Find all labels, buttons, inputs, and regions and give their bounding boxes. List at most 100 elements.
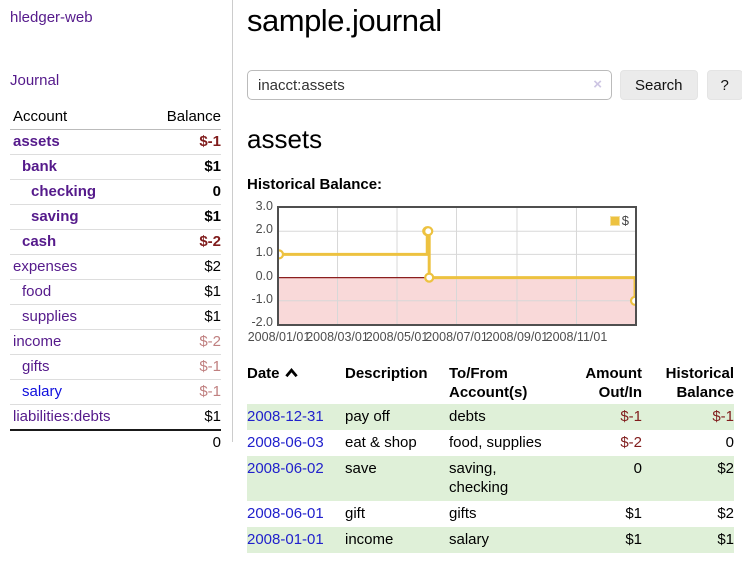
account-balance: $1 (147, 154, 221, 180)
x-axis-tick: 2008/11/01 (545, 330, 608, 344)
search-button[interactable]: Search (620, 70, 698, 100)
account-row: cash $-2 (10, 229, 221, 255)
register-row: 2008-01-01 income salary $1 $1 (247, 527, 734, 553)
transaction-amount: $1 (625, 531, 642, 548)
search-box: × (247, 70, 612, 100)
sidebar-account-liabilities-debts[interactable]: liabilities:debts (13, 408, 111, 425)
page-title: sample.journal (247, 3, 442, 38)
y-axis-tick: 2.0 (255, 222, 273, 237)
search-row: × Search ? (247, 70, 742, 100)
transaction-date-link[interactable]: 2008-06-01 (247, 505, 324, 522)
register-row: 2008-12-31 pay off debts $-1 $-1 (247, 404, 734, 430)
transaction-description: save (345, 460, 377, 477)
transaction-date-link[interactable]: 2008-12-31 (247, 408, 324, 425)
y-axis-tick: 0.0 (255, 268, 273, 283)
chart-label: Historical Balance: (247, 176, 383, 193)
transaction-description: income (345, 531, 394, 548)
transaction-accounts: saving, checking (449, 460, 509, 496)
sidebar-account-gifts[interactable]: gifts (22, 358, 50, 375)
register-col-description: Description (345, 365, 428, 382)
register-row: 2008-06-03 eat & shop food, supplies $-2 0 (247, 430, 734, 456)
x-axis-tick: 2008/03/01 (306, 330, 369, 344)
transaction-accounts: debts (449, 408, 486, 425)
clear-search-icon[interactable]: × (593, 76, 602, 93)
account-balance: 0 (147, 179, 221, 205)
y-axis-tick: -2.0 (251, 315, 273, 329)
account-balance: $-1 (147, 129, 221, 155)
accounts-col-balance: Balance (147, 106, 221, 130)
sidebar: hledger-web Journal Account Balance asse… (0, 0, 233, 455)
y-axis-tick: 3.0 (255, 199, 273, 213)
legend-swatch (609, 215, 620, 226)
account-balance: $1 (147, 279, 221, 305)
sidebar-account-cash[interactable]: cash (22, 233, 57, 250)
sort-asc-icon (284, 365, 298, 382)
x-axis-tick: 2008/01/01 (247, 330, 311, 344)
chart-plot-area: $ (277, 206, 637, 326)
account-row: liabilities:debts $1 (10, 404, 221, 430)
sidebar-account-income[interactable]: income (13, 333, 62, 350)
register-header-row: Date Description To/From Account(s) Amou… (247, 362, 734, 404)
account-row: bank $1 (10, 154, 221, 180)
x-axis-tick: 2008/09/01 (485, 330, 549, 344)
register-col-amount: Amount Out/In (585, 365, 642, 401)
historical-balance-chart: $ 3.0 2.0 1.0 0.0 -1.0 -2.0 2008/01/01 2008/03/… (247, 199, 741, 346)
transaction-amount: $-2 (620, 434, 642, 451)
register-col-date[interactable]: Date (247, 362, 345, 404)
accounts-col-account: Account (10, 106, 148, 130)
transaction-date-link[interactable]: 2008-01-01 (247, 531, 324, 548)
chart-legend: $ (608, 213, 630, 228)
account-row: assets $-1 (10, 129, 221, 155)
legend-label: $ (621, 213, 629, 228)
accounts-total-row: 0 (10, 429, 221, 455)
x-axis-tick: 2008/07/01 (425, 330, 488, 344)
register-table: Date Description To/From Account(s) Amou… (247, 362, 734, 553)
register-col-balance: Historical Balance (665, 365, 734, 401)
sidebar-account-food[interactable]: food (22, 283, 52, 300)
transaction-date-link[interactable]: 2008-06-03 (247, 434, 324, 451)
account-balance: $1 (147, 304, 221, 330)
transaction-balance: $2 (717, 505, 734, 522)
account-balance: $1 (147, 404, 221, 430)
transaction-description: gift (345, 505, 366, 522)
account-row: food $1 (10, 279, 221, 305)
account-row: saving $1 (10, 204, 221, 230)
sidebar-account-saving[interactable]: saving (31, 208, 79, 225)
register-col-accounts: To/From Account(s) (449, 365, 528, 401)
account-balance: $1 (147, 204, 221, 230)
transaction-amount: $-1 (620, 408, 642, 425)
sidebar-account-assets[interactable]: assets (13, 133, 60, 150)
y-axis-tick: 1.0 (255, 245, 273, 260)
sidebar-account-expenses[interactable]: expenses (13, 258, 78, 275)
app: hledger-web Journal Account Balance asse… (0, 0, 742, 553)
sidebar-account-checking[interactable]: checking (31, 183, 97, 200)
transaction-amount: $1 (625, 505, 642, 522)
help-button[interactable]: ? (706, 70, 742, 100)
transaction-date-link[interactable]: 2008-06-02 (247, 460, 324, 477)
transaction-balance: $1 (717, 531, 734, 548)
sidebar-item-journal[interactable]: Journal (10, 72, 60, 89)
account-row: supplies $1 (10, 304, 221, 330)
accounts-total-value: 0 (147, 429, 221, 455)
transaction-balance: $-1 (712, 408, 734, 425)
transaction-accounts: food, supplies (449, 434, 542, 451)
transaction-description: pay off (345, 408, 390, 425)
transaction-accounts: salary (449, 531, 490, 548)
account-row: income $-2 (10, 329, 221, 355)
search-input[interactable] (247, 70, 612, 100)
account-row: salary $-1 (10, 379, 221, 405)
account-table-body: assets $-1 bank $1 checking 0 saving $1 cash $-2 e… (10, 129, 221, 430)
register-row: 2008-06-01 gift gifts $1 $2 (247, 501, 734, 527)
sidebar-account-supplies[interactable]: supplies (22, 308, 78, 325)
account-row: expenses $2 (10, 254, 221, 280)
transaction-balance: $2 (717, 460, 734, 477)
chart-canvas (279, 208, 635, 324)
account-balance: $-2 (147, 329, 221, 355)
account-balance: $2 (147, 254, 221, 280)
brand-link[interactable]: hledger-web (10, 9, 93, 26)
y-axis-tick: -1.0 (251, 291, 273, 306)
sidebar-account-salary[interactable]: salary (22, 383, 63, 400)
sidebar-account-bank[interactable]: bank (22, 158, 58, 175)
main-content: sample.journal × Search ? assets Histori… (233, 0, 742, 553)
register-table-body: 2008-12-31 pay off debts $-1 $-1 2008-06-03 ea… (247, 404, 734, 553)
